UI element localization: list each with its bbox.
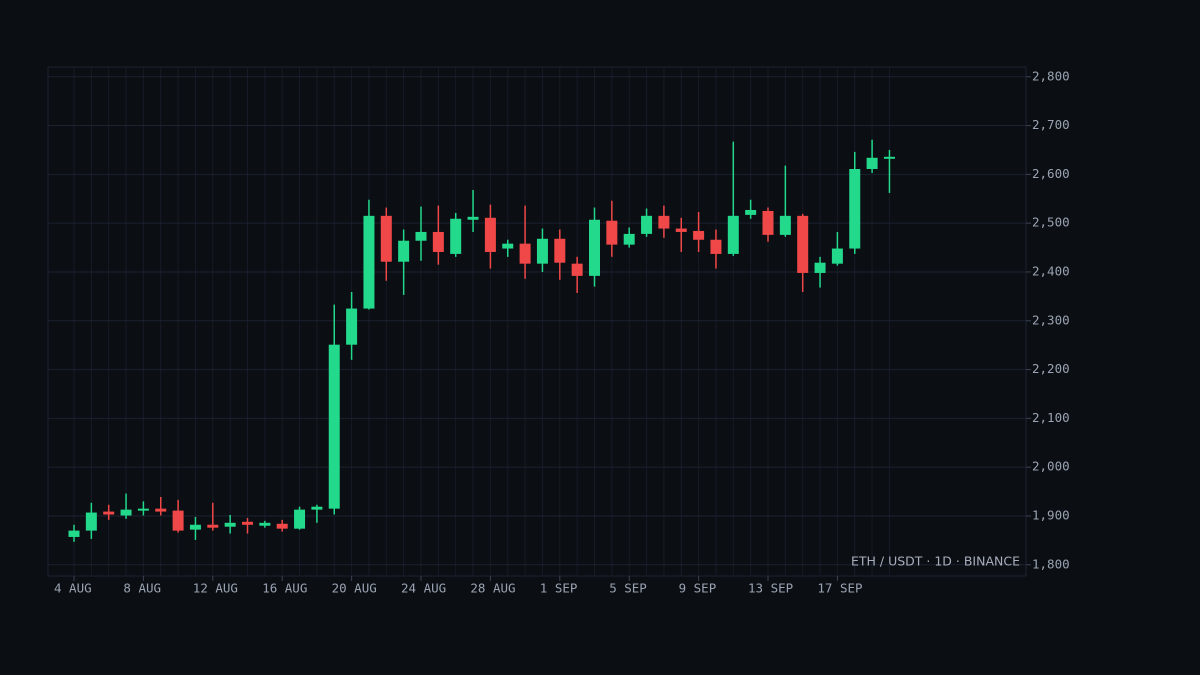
candle-body xyxy=(294,509,306,529)
candle-body xyxy=(467,216,479,220)
candle-body xyxy=(675,228,687,232)
candle-body xyxy=(849,168,861,249)
candle-body xyxy=(68,530,80,537)
candle-body xyxy=(658,215,670,229)
candle-body xyxy=(398,240,410,262)
candle-body xyxy=(727,215,739,254)
candle-body xyxy=(623,233,635,245)
x-tick-label: 20 AUG xyxy=(332,581,377,596)
y-tick-label: 1,800 xyxy=(1032,556,1070,571)
candle-body xyxy=(189,524,201,530)
candle-body xyxy=(380,215,392,262)
y-tick-label: 2,800 xyxy=(1032,68,1070,83)
candle-body xyxy=(866,157,878,169)
candle-body xyxy=(745,209,757,215)
candle-body xyxy=(346,308,358,345)
candle-body xyxy=(502,243,514,249)
x-tick-label: 5 SEP xyxy=(609,581,647,596)
x-tick-label: 13 SEP xyxy=(748,581,793,596)
candle-body xyxy=(137,508,149,511)
x-tick-label: 16 AUG xyxy=(262,581,307,596)
y-tick-label: 2,200 xyxy=(1032,361,1070,376)
candle-body xyxy=(311,506,323,510)
candle-body xyxy=(432,231,444,252)
candle-body xyxy=(536,238,548,264)
candle-body xyxy=(779,215,791,235)
x-tick-label: 17 SEP xyxy=(817,581,862,596)
annotation: ETH / USDT · 1D · BINANCE xyxy=(851,554,1020,569)
candle-body xyxy=(259,522,271,526)
candle-body xyxy=(589,219,600,276)
candle-body xyxy=(207,524,219,528)
candle-body xyxy=(242,521,253,525)
candle-body xyxy=(484,217,496,252)
plot-frame xyxy=(47,66,1027,577)
y-tick-label: 2,000 xyxy=(1032,459,1070,474)
candle-body xyxy=(762,210,774,235)
x-tick-label: 9 SEP xyxy=(679,581,717,596)
candle-body xyxy=(571,263,583,276)
candle-body xyxy=(172,510,184,531)
y-tick-label: 2,300 xyxy=(1032,312,1070,327)
candle-body xyxy=(415,231,427,241)
x-tick-label: 4 AUG xyxy=(54,581,92,596)
candle-body xyxy=(103,511,115,515)
candle-body xyxy=(155,508,167,512)
candle-body xyxy=(120,509,132,516)
candle-body xyxy=(641,215,653,234)
candle-body xyxy=(693,230,705,240)
candle-body xyxy=(224,522,236,527)
candle-body xyxy=(814,262,826,273)
candle-body xyxy=(85,512,97,531)
candle-body xyxy=(519,243,531,264)
x-tick-label: 1 SEP xyxy=(540,581,578,596)
y-tick-label: 2,600 xyxy=(1032,166,1070,181)
x-tick-label: 28 AUG xyxy=(470,581,515,596)
x-tick-label: 12 AUG xyxy=(193,581,238,596)
x-tick-label: 24 AUG xyxy=(401,581,446,596)
y-tick-label: 2,100 xyxy=(1032,410,1070,425)
candle-body xyxy=(606,220,618,245)
candle-body xyxy=(554,238,566,263)
candle-body xyxy=(831,248,843,264)
candle-body xyxy=(710,239,722,254)
y-tick-label: 2,500 xyxy=(1032,215,1070,230)
candle-body xyxy=(328,344,340,509)
candle-body xyxy=(363,215,375,309)
candle-body xyxy=(883,156,895,159)
candle-body xyxy=(276,523,288,529)
y-tick-label: 1,900 xyxy=(1032,507,1070,522)
y-tick-label: 2,400 xyxy=(1032,263,1070,278)
x-tick-label: 8 AUG xyxy=(123,581,161,596)
candle-body xyxy=(450,218,462,254)
candle-body xyxy=(797,215,809,273)
y-tick-label: 2,700 xyxy=(1032,117,1070,132)
